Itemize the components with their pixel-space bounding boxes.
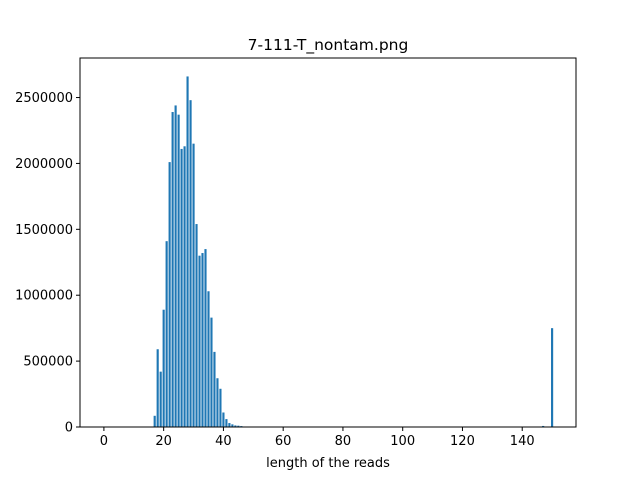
bar-17 xyxy=(153,415,156,427)
x-tick-label-140: 140 xyxy=(510,434,535,449)
bar-28 xyxy=(186,76,189,427)
bar-36 xyxy=(210,317,213,427)
x-tick-label-0: 0 xyxy=(100,434,108,449)
bar-147 xyxy=(542,425,545,427)
x-tick-label-80: 80 xyxy=(335,434,352,449)
y-tick-label-500000: 500000 xyxy=(23,355,73,370)
bar-23 xyxy=(171,112,174,427)
plot-frame xyxy=(79,57,577,428)
bar-26 xyxy=(180,148,183,427)
bar-33 xyxy=(201,253,204,427)
bar-20 xyxy=(162,309,165,427)
bar-27 xyxy=(183,146,186,428)
x-tick-label-20: 20 xyxy=(155,434,172,449)
bar-22 xyxy=(168,162,171,428)
x-tick-label-120: 120 xyxy=(450,434,475,449)
bar-39 xyxy=(219,388,222,427)
bar-21 xyxy=(165,241,168,427)
bar-35 xyxy=(207,291,210,427)
bar-34 xyxy=(204,249,207,427)
chart-title: 7-111-T_nontam.png xyxy=(248,36,409,55)
bar-18 xyxy=(156,349,159,427)
bar-25 xyxy=(177,114,180,428)
x-tick-label-60: 60 xyxy=(275,434,292,449)
bar-43 xyxy=(231,424,234,427)
y-tick-label-0: 0 xyxy=(65,421,73,436)
x-axis-label: length of the reads xyxy=(266,456,390,471)
x-axis-ticks: 0 20 40 60 80 100 120 140 xyxy=(100,427,535,449)
bar-32 xyxy=(198,255,201,427)
bar-30 xyxy=(192,143,195,427)
bar-44 xyxy=(234,425,237,427)
bar-45 xyxy=(237,425,240,427)
x-tick-label-40: 40 xyxy=(215,434,232,449)
bar-31 xyxy=(195,224,198,427)
y-tick-label-2000000: 2000000 xyxy=(15,157,73,172)
bar-150 xyxy=(551,328,554,427)
y-tick-label-2500000: 2500000 xyxy=(15,91,73,106)
bars-group xyxy=(153,76,554,428)
y-tick-label-1500000: 1500000 xyxy=(15,223,73,238)
bar-29 xyxy=(189,100,192,428)
y-axis-ticks: 0 500000 1000000 1500000 2000000 2500000 xyxy=(15,91,80,436)
bar-41 xyxy=(225,419,228,427)
bar-38 xyxy=(216,378,219,427)
bar-37 xyxy=(213,351,216,427)
x-tick-label-100: 100 xyxy=(390,434,415,449)
bar-42 xyxy=(228,423,231,427)
y-tick-label-1000000: 1000000 xyxy=(15,289,73,304)
bar-40 xyxy=(222,412,225,427)
bar-24 xyxy=(174,105,177,427)
bar-19 xyxy=(159,371,162,427)
